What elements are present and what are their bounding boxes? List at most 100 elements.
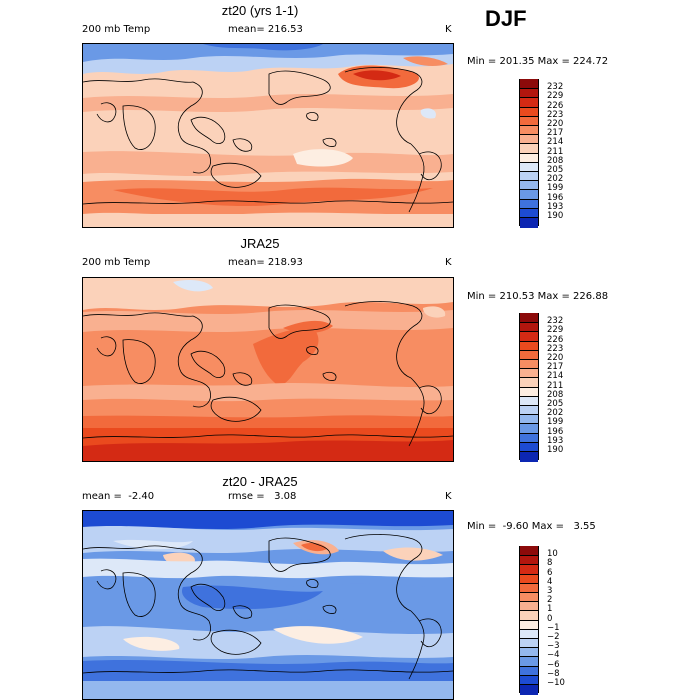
colorbar-swatch — [520, 134, 538, 145]
colorbar-swatch — [520, 628, 538, 640]
colorbar-label: 223 — [547, 343, 564, 354]
colorbar-swatch — [520, 207, 538, 219]
colorbar-label: 2 — [547, 595, 553, 606]
panel-title: JRA25 — [240, 236, 280, 251]
colorbar-label: 232 — [547, 82, 564, 93]
colorbar-label: 4 — [547, 576, 553, 587]
colorbar-swatch — [520, 386, 538, 398]
colorbar-label: 0 — [547, 613, 553, 624]
colorbar-label: 190 — [547, 211, 564, 221]
colorbar-label: 220 — [547, 119, 564, 129]
colorbar-swatch — [520, 97, 538, 109]
colorbar-swatch — [520, 368, 538, 379]
colorbar-label: 226 — [547, 334, 564, 345]
colorbar-swatch — [520, 619, 538, 631]
panel-minmax: Min = 201.35 Max = 224.72 — [467, 56, 609, 67]
map-difference-temperature — [82, 510, 454, 700]
colorbar-label: 217 — [547, 362, 564, 373]
colorbar-swatch — [520, 555, 538, 566]
season-label: DJF — [485, 6, 527, 31]
colorbar-label: −3 — [547, 641, 560, 652]
colorbar-label: 214 — [547, 137, 564, 148]
colorbar-swatch — [520, 115, 538, 127]
colorbar-box — [519, 79, 539, 228]
panel-rmse-label: rmse = 3.08 — [228, 491, 297, 502]
colorbar-label: 196 — [547, 192, 564, 203]
colorbar-swatch — [520, 656, 538, 668]
colorbar-swatch — [520, 638, 538, 649]
colorbar-label: 199 — [547, 417, 564, 428]
colorbar-swatch — [520, 405, 538, 416]
colorbar-swatch — [520, 564, 538, 576]
colorbar-swatch — [520, 423, 538, 435]
panel-units-label: K — [445, 257, 452, 268]
colorbar-swatch — [520, 441, 538, 453]
colorbar-label: 223 — [547, 109, 564, 120]
colorbar-box — [519, 313, 539, 462]
colorbar-label: −4 — [547, 650, 560, 661]
colorbar-swatch — [520, 143, 538, 155]
colorbar-swatch — [520, 180, 538, 191]
colorbar-label: 196 — [547, 426, 564, 437]
colorbar-swatch — [520, 340, 538, 352]
colorbar-swatch — [520, 161, 538, 173]
panel-title: zt20 (yrs 1-1) — [221, 3, 299, 18]
colorbar-label: 214 — [547, 371, 564, 382]
colorbar-label: 205 — [547, 399, 564, 409]
colorbar-swatch — [520, 106, 538, 118]
colorbar-label: 8 — [547, 558, 553, 569]
colorbar-swatch — [520, 189, 538, 201]
colorbar-label: −2 — [547, 632, 560, 642]
colorbar-swatch — [520, 88, 538, 99]
colorbar-swatch — [520, 414, 538, 425]
colorbar-label: 226 — [547, 100, 564, 111]
colorbar-label: 229 — [547, 91, 564, 102]
colorbar-swatch — [520, 573, 538, 585]
colorbar-swatch — [520, 125, 538, 136]
colorbar-label: 217 — [547, 128, 564, 139]
colorbar-label: −10 — [547, 678, 565, 688]
colorbar-swatch — [520, 674, 538, 686]
colorbar-swatch — [520, 395, 538, 407]
colorbar-label: 193 — [547, 435, 564, 446]
colorbar-swatch — [520, 377, 538, 389]
colorbar-swatch — [520, 592, 538, 603]
colorbar-swatch — [520, 313, 538, 323]
colorbar-swatch — [520, 582, 538, 594]
colorbar-swatch — [520, 79, 538, 89]
panel-units-label: K — [445, 24, 452, 35]
map-reanalysis-temperature — [82, 277, 454, 462]
colorbar-label: 202 — [547, 174, 564, 185]
colorbar-label: 232 — [547, 316, 564, 327]
panel-minmax: Min = -9.60 Max = 3.55 — [467, 521, 596, 532]
panel-title: zt20 - JRA25 — [222, 474, 298, 489]
colorbar-swatch — [520, 647, 538, 658]
colorbar-swatch — [520, 684, 538, 695]
panel-left-label: mean = -2.40 — [82, 491, 155, 502]
map-model-temperature — [82, 43, 454, 228]
colorbar-label: 190 — [547, 445, 564, 455]
colorbar-label: −8 — [547, 668, 560, 679]
colorbar-swatch — [520, 432, 538, 444]
colorbar-swatch — [520, 152, 538, 164]
colorbar-label: 208 — [547, 389, 564, 400]
colorbar-label: 205 — [547, 165, 564, 175]
colorbar-swatch — [520, 601, 538, 612]
panel-mean-label: mean= 216.53 — [228, 24, 303, 35]
colorbar-label: 1 — [547, 604, 553, 615]
colorbar-swatch — [520, 331, 538, 343]
colorbar-swatch — [520, 359, 538, 370]
colorbar-label: 229 — [547, 325, 564, 336]
panel-left-label: 200 mb Temp — [82, 257, 151, 268]
colorbar-label: −1 — [547, 622, 560, 633]
panel-minmax: Min = 210.53 Max = 226.88 — [467, 291, 609, 302]
colorbar-label: 3 — [547, 586, 553, 596]
colorbar-swatch — [520, 546, 538, 556]
colorbar-box — [519, 546, 539, 695]
panel-mean-label: mean= 218.93 — [228, 257, 303, 268]
colorbar-swatch — [520, 665, 538, 677]
colorbar-label: −6 — [547, 659, 560, 670]
colorbar-label: 199 — [547, 183, 564, 194]
colorbar-label: 208 — [547, 155, 564, 166]
panel-units-label: K — [445, 491, 452, 502]
